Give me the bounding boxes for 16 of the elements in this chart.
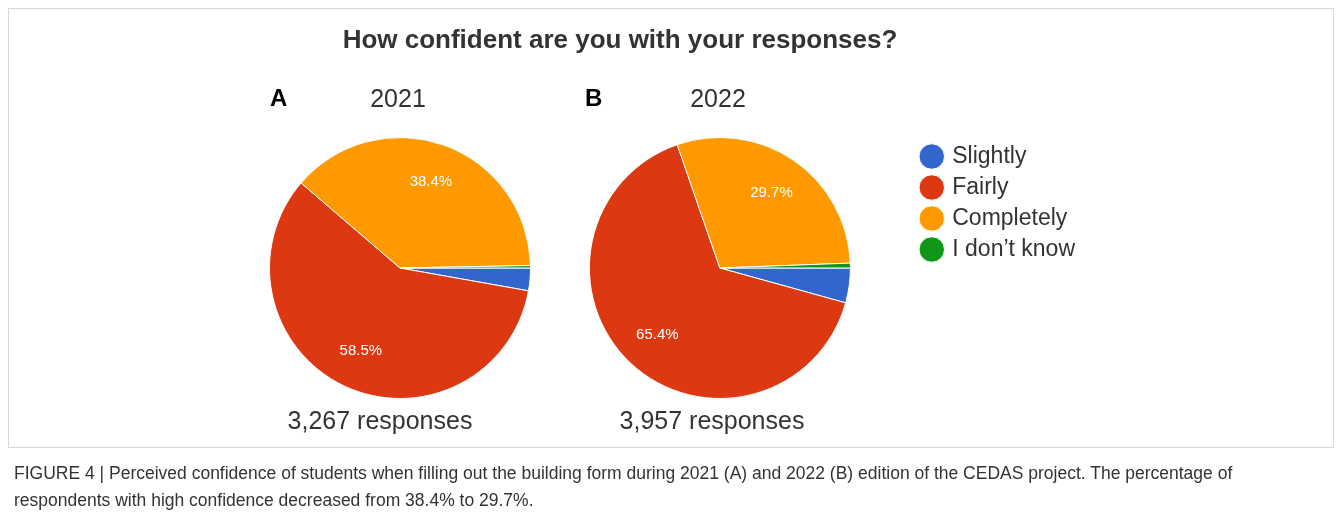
legend-label: I don’t know: [952, 234, 1076, 261]
text: How confident are you with your responses?: [341, 24, 899, 55]
legend-label: Fairly: [952, 172, 1009, 199]
legend-label: Completely: [952, 203, 1068, 230]
chart-subtitle: 2021: [369, 84, 427, 113]
text: 3,957 responses: [618, 406, 806, 435]
data-label: 65.4%: [636, 324, 679, 342]
data-label: 58.5%: [339, 340, 383, 358]
caption: FIGURE 4 | Perceived confidence of students when filling out the building form during 2021 (A) and 2022 (B) edition of the CEDAS project. The percentage of respondents with high confidence decreased from 38.4% to 29.7%.: [14, 462, 1234, 512]
chart-subtitle: 2022: [689, 84, 747, 113]
text: A: [270, 84, 288, 112]
text: B: [585, 84, 603, 112]
data-label: 38.4%: [409, 172, 453, 190]
data-label: 29.7%: [750, 182, 793, 200]
legend-label: Slightly: [952, 141, 1027, 168]
text: 3,267 responses: [286, 406, 474, 435]
